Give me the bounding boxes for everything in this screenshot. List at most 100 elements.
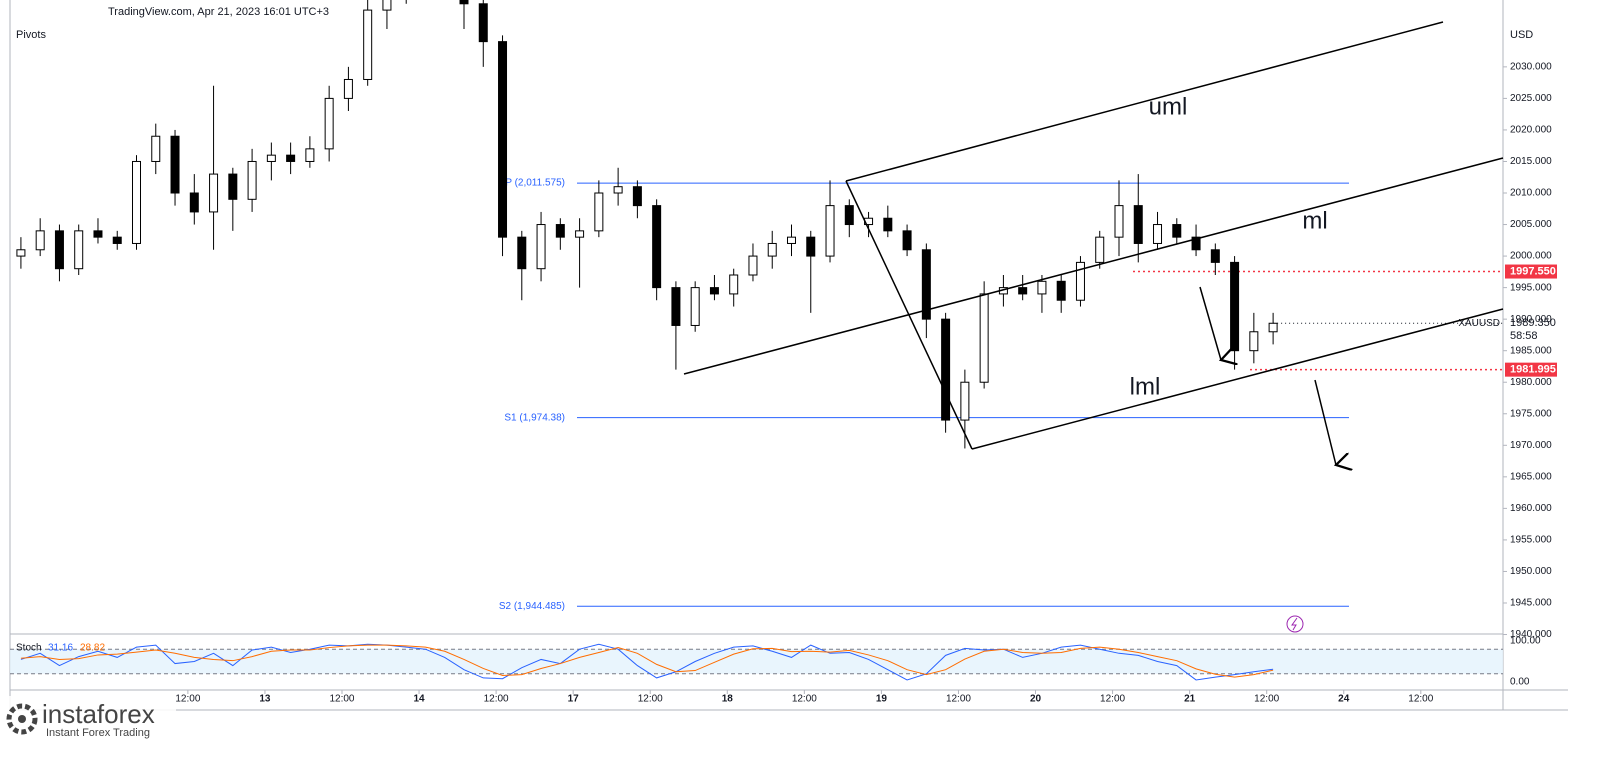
candle-body — [132, 160, 142, 244]
x-tick-label: 13 — [259, 694, 271, 705]
candle-body — [902, 230, 912, 251]
candle-body — [613, 186, 623, 194]
candle-body — [652, 205, 662, 289]
y-tick-label: 1995.000 — [1510, 282, 1552, 293]
candle-body — [690, 287, 700, 326]
candle-body — [35, 230, 45, 251]
y-tick-label: 2010.000 — [1510, 188, 1552, 199]
candle-body — [1056, 280, 1066, 301]
y-tick-label: 1990.000 — [1510, 314, 1552, 325]
arrow — [1199, 286, 1221, 360]
watermark-bg — [0, 696, 176, 744]
candle-body — [16, 249, 26, 257]
arrow — [1314, 379, 1336, 465]
candle-body — [228, 173, 238, 200]
stoch-tick-label: 0.00 — [1510, 677, 1530, 688]
indicator-name: Pivots — [16, 29, 46, 41]
alert-icon[interactable] — [1286, 615, 1304, 633]
y-tick-label: 2000.000 — [1510, 251, 1552, 262]
pivot-label: S2 (1,944.485) — [499, 601, 565, 612]
candle-body — [767, 242, 777, 257]
pivot-label: P (2,011.575) — [505, 178, 565, 189]
currency: USD — [1510, 29, 1533, 41]
candle-body — [1075, 261, 1085, 301]
y-tick-label: 1980.000 — [1510, 377, 1552, 388]
candle-body — [305, 148, 315, 162]
y-tick-label: 1965.000 — [1510, 471, 1552, 482]
candle-body — [189, 192, 199, 213]
candle-body — [382, 0, 392, 11]
median-line — [683, 157, 1504, 375]
last-price-label: 1989.350 — [1510, 317, 1556, 329]
candle-body — [536, 224, 546, 270]
price-tag-label: 1981.995 — [1510, 364, 1556, 376]
x-tick-label: 20 — [1030, 694, 1042, 705]
candle-body — [671, 287, 681, 326]
y-tick-label: 1945.000 — [1510, 598, 1552, 609]
pitchfork — [683, 21, 1504, 465]
x-tick-label: 19 — [876, 694, 888, 705]
stoch-pane: Stoch 31.16 28.82 — [10, 643, 1503, 681]
candle-body — [247, 160, 257, 200]
stoch-k-value: 31.16 — [48, 643, 73, 654]
watermark-logo — [6, 703, 38, 735]
main-pane: P (2,011.575) S1 (1,974.38) S2 (1,944.485) — [16, 0, 1503, 612]
candle-body — [324, 97, 334, 150]
stoch-line — [20, 644, 1274, 678]
x-tick-label: 18 — [722, 694, 734, 705]
candle-body — [286, 154, 296, 162]
candle-body — [921, 249, 931, 320]
watermark-brand: instaforex — [42, 699, 155, 729]
annotation: lml — [1130, 373, 1161, 400]
pitchfork-handle — [845, 180, 973, 450]
x-tick-label: 24 — [1338, 694, 1350, 705]
y-tick-label: 1970.000 — [1510, 440, 1552, 451]
stoch-tick-label: 100.00 — [1510, 636, 1541, 647]
candle-body — [363, 9, 373, 80]
candle-body — [1018, 287, 1028, 295]
x-tick-label: 12:00 — [484, 694, 509, 705]
candle-body — [594, 192, 604, 232]
candle-body — [1249, 331, 1259, 352]
candle-body — [1268, 322, 1278, 333]
candle-body — [786, 236, 796, 244]
candle-body — [1114, 205, 1124, 238]
y-tick-label: 1985.000 — [1510, 345, 1552, 356]
countdown: 58:58 — [1510, 330, 1538, 342]
y-tick-label: 2020.000 — [1510, 125, 1552, 136]
candle-body — [1230, 261, 1240, 352]
symbol-label: XAUUSD — [1458, 318, 1500, 329]
candle-body — [112, 236, 122, 244]
y-tick-label: 2030.000 — [1510, 61, 1552, 72]
price-tag-label: 1997.550 — [1510, 265, 1556, 277]
x-tick-label: 12:00 — [1408, 694, 1433, 705]
candle-body — [806, 236, 816, 257]
candle-body — [825, 205, 835, 257]
candle-body — [1037, 280, 1047, 295]
x-tick-label: 12:00 — [1254, 694, 1279, 705]
candle-body — [498, 41, 508, 238]
price-tag — [1505, 264, 1557, 279]
candle-body — [555, 224, 565, 238]
candle-body — [478, 3, 488, 43]
candle-body — [709, 287, 719, 295]
candle-body — [517, 236, 527, 270]
y-tick-label: 1975.000 — [1510, 408, 1552, 419]
watermark-tagline: Instant Forex Trading — [46, 727, 150, 739]
candle-body — [54, 230, 64, 270]
candle-body — [151, 135, 161, 162]
y-tick-label: 2015.000 — [1510, 156, 1552, 167]
x-tick-label: 14 — [413, 694, 425, 705]
x-tick-label: 17 — [568, 694, 580, 705]
candle-body — [93, 230, 103, 238]
y-tick-label: 2025.000 — [1510, 93, 1552, 104]
pivot-label: S1 (1,974.38) — [504, 412, 565, 423]
candle-body — [575, 230, 585, 238]
x-tick-label: 12:00 — [329, 694, 354, 705]
candle-body — [729, 274, 739, 295]
annotation: uml — [1149, 93, 1188, 120]
alert-icon-bolt — [1291, 617, 1298, 631]
y-tick-label: 1955.000 — [1510, 535, 1552, 546]
